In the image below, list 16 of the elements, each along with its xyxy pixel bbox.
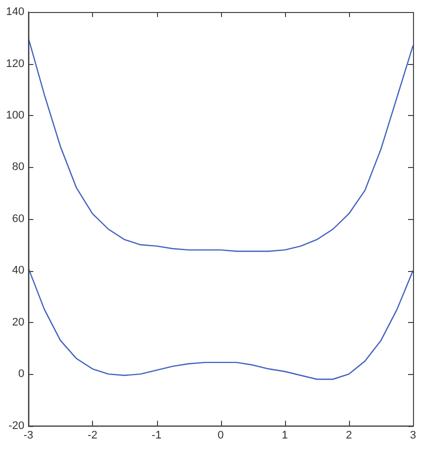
- y-tick-label: 120: [6, 58, 24, 70]
- y-tick-label: 60: [12, 212, 24, 225]
- x-tick-label: -3: [23, 429, 34, 442]
- x-tick-label: 0: [218, 429, 224, 442]
- y-tick-label: 20: [12, 316, 24, 328]
- x-tick-label: 3: [410, 429, 416, 442]
- x-tick-label: -2: [88, 429, 98, 442]
- y-tick-label: 100: [6, 109, 24, 122]
- y-tick-label: 80: [12, 161, 24, 174]
- x-tick-label: 2: [346, 429, 352, 442]
- y-tick-label: -20: [8, 420, 24, 432]
- x-tick-label: -1: [152, 429, 162, 442]
- y-tick-label: 0: [18, 368, 24, 380]
- y-tick-label: 140: [6, 6, 24, 18]
- y-tick-label: 40: [12, 264, 24, 277]
- x-tick-label: 1: [282, 429, 288, 442]
